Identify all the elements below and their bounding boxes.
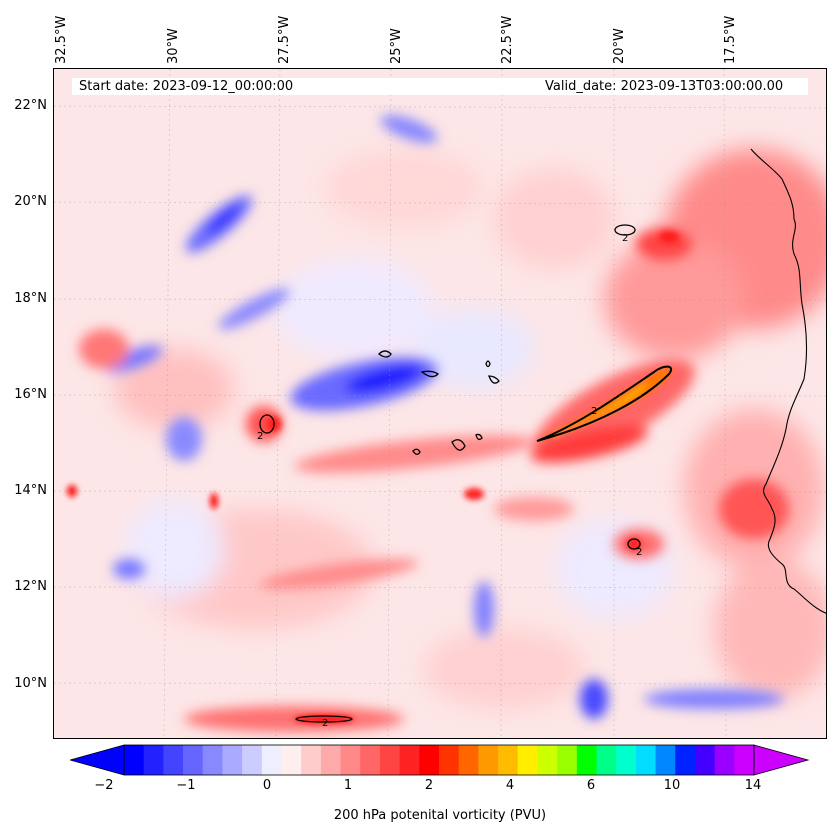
colorbar-label: 200 hPa potenital vorticity (PVU) bbox=[333, 808, 547, 823]
colorbar-cell bbox=[439, 745, 460, 775]
colorbar-cell bbox=[557, 745, 578, 775]
colorbar-cell bbox=[498, 745, 519, 775]
contour-label: 2 bbox=[591, 406, 597, 417]
colorbar-cell bbox=[163, 745, 184, 775]
lat-label-16n: 16°N bbox=[14, 387, 47, 402]
lon-label-27-5w: 27.5°W bbox=[277, 15, 292, 64]
graticule bbox=[54, 69, 826, 738]
colorbar-tick: 1 bbox=[343, 778, 353, 793]
lon-label-22-5w: 22.5°W bbox=[500, 15, 515, 64]
header-box bbox=[72, 78, 808, 95]
coastline bbox=[750, 148, 826, 614]
pv-map: 2 2 2 2 2 bbox=[53, 68, 827, 739]
colorbar-cell bbox=[124, 745, 145, 775]
colorbar-cell bbox=[537, 745, 558, 775]
contour-label: 2 bbox=[622, 233, 628, 244]
colorbar-tick: 0 bbox=[262, 778, 272, 793]
pv-contours bbox=[259, 224, 673, 723]
colorbar-cell bbox=[734, 745, 755, 775]
colorbar-cell bbox=[596, 745, 617, 775]
lat-label-12n: 12°N bbox=[14, 579, 47, 594]
colorbar-cell bbox=[183, 745, 204, 775]
contour-label: 2 bbox=[257, 431, 263, 442]
lon-label-20w: 20°W bbox=[612, 28, 627, 64]
colorbar-cell bbox=[320, 745, 342, 775]
colorbar-cell bbox=[301, 745, 322, 775]
colorbar bbox=[70, 744, 810, 776]
lon-label-32-5w: 32.5°W bbox=[54, 15, 69, 64]
colorbar-tick: 6 bbox=[586, 778, 596, 793]
lon-label-30w: 30°W bbox=[166, 28, 181, 64]
colorbar-cell bbox=[202, 745, 223, 775]
colorbar-cell bbox=[379, 745, 401, 775]
lat-label-18n: 18°N bbox=[14, 291, 47, 306]
colorbar-cell bbox=[143, 745, 164, 775]
colorbar-cell bbox=[340, 745, 361, 775]
lat-label-20n: 20°N bbox=[14, 194, 47, 209]
contour-label: 2 bbox=[322, 718, 328, 729]
colorbar-tick: −1 bbox=[176, 778, 196, 793]
valid-date: Valid_date: 2023-09-13T03:00:00.00 bbox=[545, 79, 784, 94]
colorbar-cell bbox=[616, 745, 637, 775]
colorbar-cell bbox=[399, 745, 420, 775]
colorbar-cell bbox=[222, 745, 243, 775]
start-date: Start date: 2023-09-12_00:00:00 bbox=[79, 79, 294, 94]
colorbar-tick: 10 bbox=[663, 778, 681, 793]
colorbar-tick: 14 bbox=[744, 778, 762, 793]
lat-label-22n: 22°N bbox=[14, 98, 47, 113]
colorbar-high-arrow bbox=[753, 744, 810, 776]
colorbar-cell bbox=[714, 745, 735, 775]
lon-label-25w: 25°W bbox=[389, 28, 404, 64]
colorbar-cell bbox=[281, 745, 302, 775]
colorbar-cell bbox=[419, 745, 440, 775]
pv-field: 2 2 2 2 2 bbox=[54, 69, 826, 738]
colorbar-cell bbox=[261, 745, 282, 775]
colorbar-cell bbox=[360, 745, 381, 775]
colorbar-tick: 4 bbox=[505, 778, 515, 793]
colorbar-tick: −2 bbox=[94, 778, 114, 793]
colorbar-cell bbox=[694, 745, 716, 775]
colorbar-cell bbox=[635, 745, 657, 775]
background-patches bbox=[114, 149, 826, 709]
lat-label-10n: 10°N bbox=[14, 676, 47, 691]
colorbar-cell bbox=[655, 745, 676, 775]
colorbar-cell bbox=[458, 745, 479, 775]
lat-label-14n: 14°N bbox=[14, 483, 47, 498]
colorbar-cell bbox=[576, 745, 597, 775]
colorbar-cell bbox=[242, 745, 263, 775]
colorbar-tick: 2 bbox=[424, 778, 434, 793]
colorbar-cell bbox=[478, 745, 499, 775]
lon-label-17-5w: 17.5°W bbox=[723, 15, 738, 64]
contour-labels: 2 2 2 2 2 bbox=[257, 233, 642, 729]
colorbar-low-arrow bbox=[70, 744, 125, 776]
contour-label: 2 bbox=[636, 547, 642, 558]
colorbar-cell bbox=[675, 745, 696, 775]
colorbar-cell bbox=[517, 745, 538, 775]
